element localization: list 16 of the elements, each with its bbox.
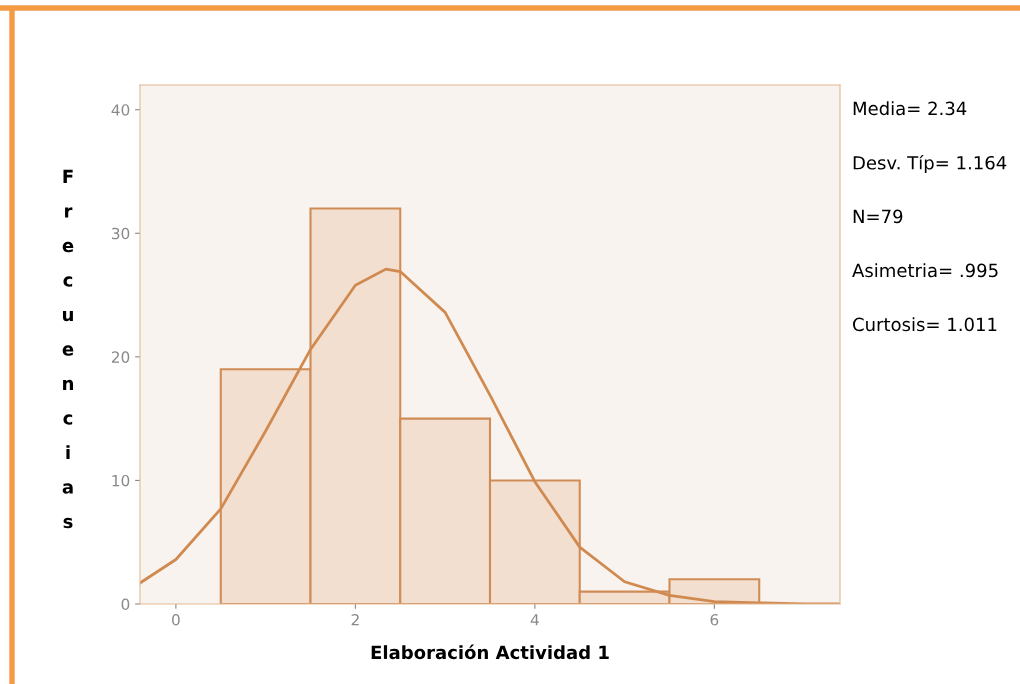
x-tick-label: 4 [530,614,539,626]
x-tick-label: 0 [172,613,180,626]
y-tick-label: 0 [121,598,130,611]
x-tick-label: 6 [710,613,719,626]
text: N=79 [853,209,903,224]
x-axis-title: Elaboración Actividad 1 [371,644,609,660]
y-tick-label: 30 [112,227,130,240]
text: Frecuencias [62,169,74,529]
y-tick-label: 20 [111,351,130,363]
x-tick-label: 2 [351,613,359,626]
y-tick-label: 10 [112,474,130,487]
text: Desv. Típ= 1.164 [853,154,1007,174]
y-tick-label: 40 [111,104,130,116]
text: Curtosis= 1.011 [853,317,997,332]
text: Asimetria= .995 [852,263,998,278]
text: Media= 2.34 [853,101,967,116]
